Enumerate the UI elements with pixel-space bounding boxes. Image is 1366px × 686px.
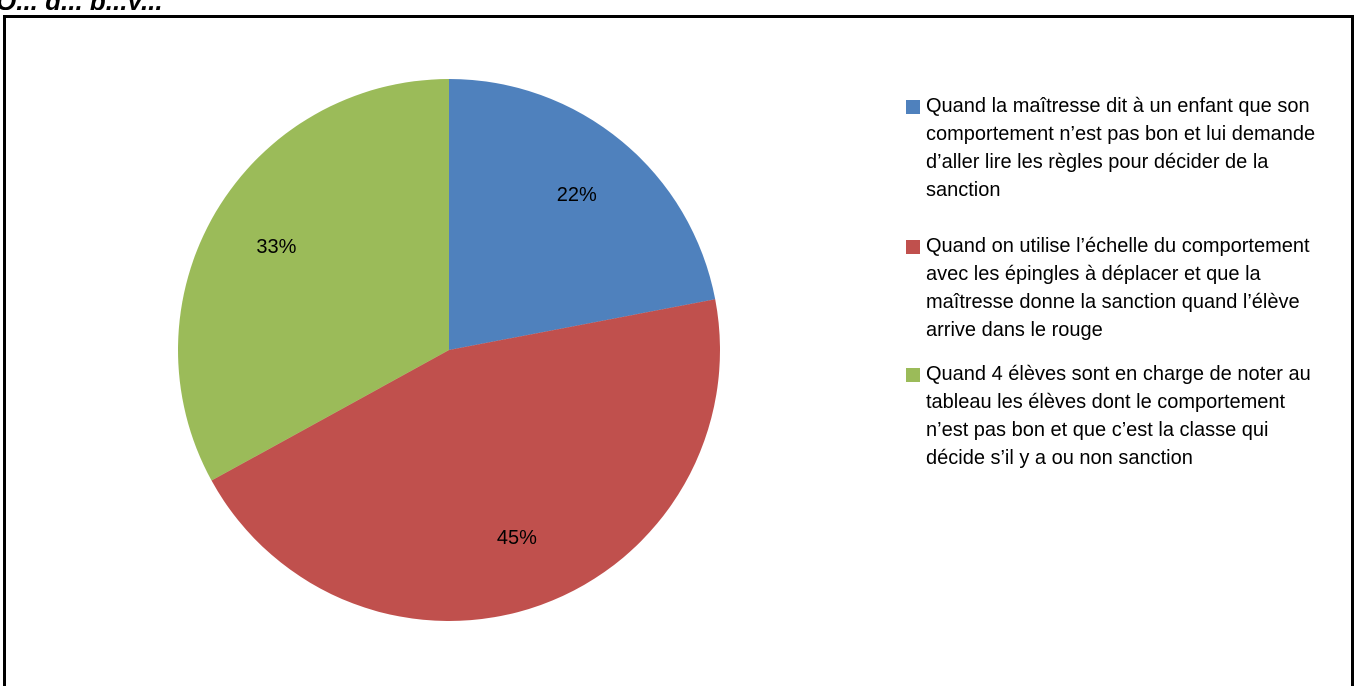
legend-item: Quand on utilise l’échelle du comporteme… [906, 232, 1326, 344]
legend-swatch-3 [906, 368, 920, 382]
legend: Quand la maîtresse dit à un enfant que s… [906, 92, 1326, 472]
data-label-3: 33% [256, 236, 296, 258]
legend-item: Quand 4 élèves sont en charge de noter a… [906, 360, 1326, 472]
legend-label-3: Quand 4 élèves sont en charge de noter a… [926, 363, 1311, 469]
legend-swatch-2 [906, 240, 920, 254]
data-label-1: 22% [557, 184, 597, 206]
legend-swatch-1 [906, 100, 920, 114]
legend-item: Quand la maîtresse dit à un enfant que s… [906, 92, 1326, 204]
legend-label-2: Quand on utilise l’échelle du comporteme… [926, 235, 1310, 341]
legend-label-1: Quand la maîtresse dit à un enfant que s… [926, 95, 1315, 201]
data-label-2: 45% [497, 527, 537, 549]
